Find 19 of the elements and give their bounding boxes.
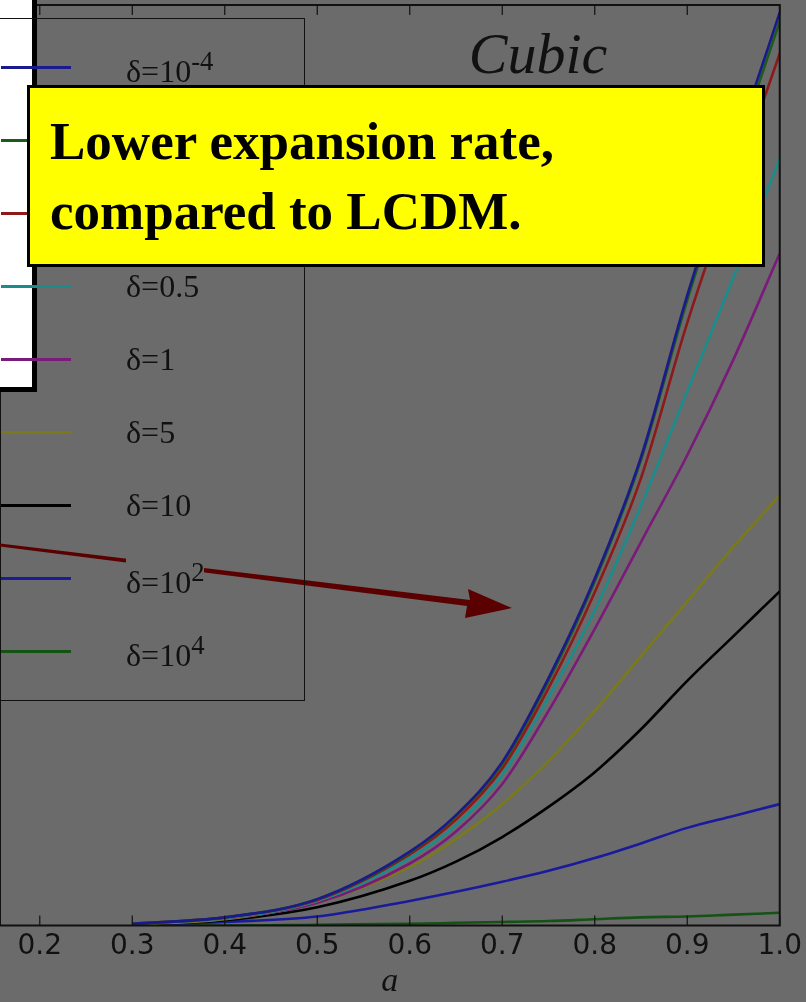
x-tick-label: 0.2 [17, 927, 63, 961]
x-axis-title: a [381, 960, 399, 998]
callout-box: Lower expansion rate, compared to LCDM. [27, 85, 765, 267]
x-tick-label: 0.8 [572, 927, 618, 961]
x-tick-label: 0.6 [387, 927, 433, 961]
x-tick-label: 0.4 [202, 927, 248, 961]
x-tick-label: 0.5 [294, 927, 340, 961]
legend-label: δ=5 [126, 414, 176, 451]
legend-label: δ=0.5 [126, 268, 200, 305]
legend-label: δ=10$^{2}$ [126, 556, 205, 601]
legend-label: δ=10$^{4}$ [126, 629, 205, 674]
x-tick-label: 0.9 [664, 927, 710, 961]
chart-title: Cubic [468, 21, 608, 86]
x-tick-label: 1.0 [757, 927, 802, 961]
legend-label: δ=10$^{-4}$ [126, 45, 214, 90]
legend-label: δ=10 [126, 487, 192, 524]
legend-label: δ=1 [126, 341, 176, 378]
x-tick-label: 0.3 [110, 927, 155, 961]
x-tick-label: 0.7 [479, 927, 525, 961]
